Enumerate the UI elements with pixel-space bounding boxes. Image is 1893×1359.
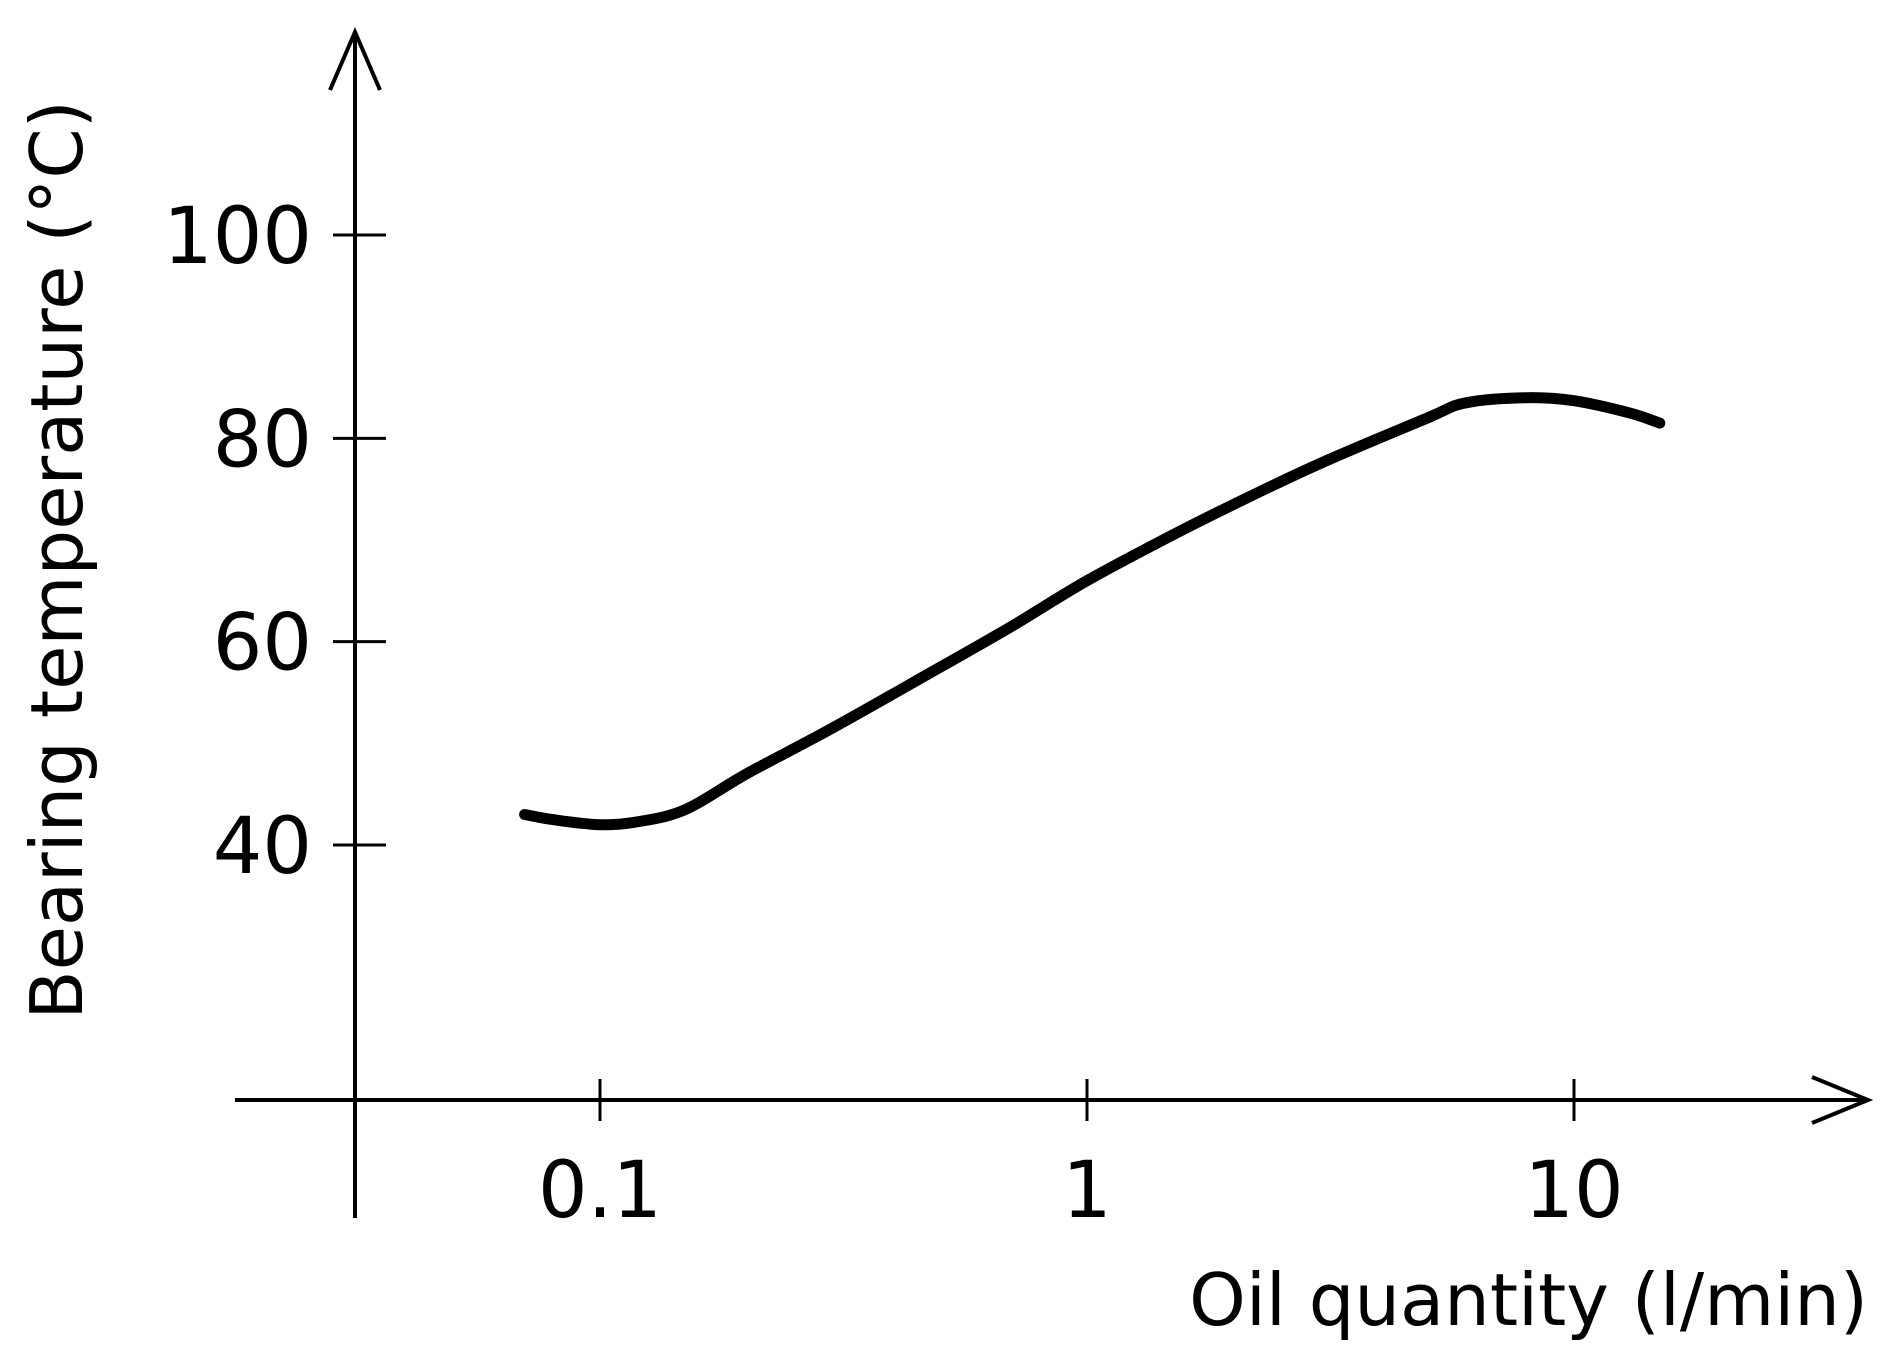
x-tick-label: 0.1: [538, 1146, 662, 1236]
x-tick-label: 10: [1524, 1146, 1623, 1236]
x-ticks: 0.1 1 10: [538, 1079, 1624, 1236]
y-tick-label: 60: [213, 599, 312, 689]
y-axis-arrow: [328, 26, 382, 91]
x-tick-label: 1: [1062, 1146, 1112, 1236]
y-axis-label: Bearing temperature (°C): [15, 100, 99, 1020]
series-group: [519, 392, 1666, 831]
y-ticks: 40 60 80 100: [163, 192, 386, 892]
series-line-0: [519, 392, 1666, 831]
y-tick-label: 100: [163, 192, 312, 282]
x-axis-label: Oil quantity (l/min): [1189, 1258, 1868, 1342]
x-axis-arrow: [1811, 1075, 1874, 1125]
y-tick-label: 40: [213, 802, 312, 892]
y-tick-label: 80: [213, 395, 312, 485]
